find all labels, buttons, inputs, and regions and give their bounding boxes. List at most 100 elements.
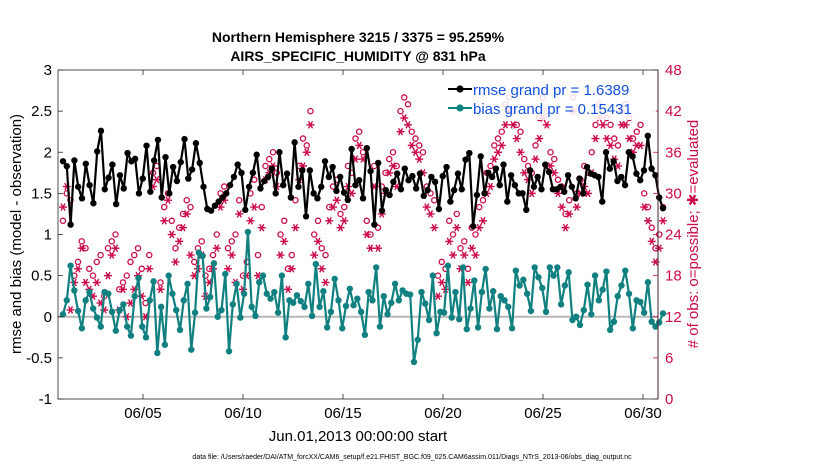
rmse-point (257, 185, 264, 192)
bias-point (539, 284, 546, 292)
obs-possible-marker (415, 142, 423, 149)
rmse-point (74, 183, 82, 190)
rmse-point (576, 175, 583, 182)
obs-evaluated-stroke (322, 278, 329, 287)
bias-point (591, 272, 599, 279)
bias-point (331, 275, 338, 283)
obs-evaluated-stroke (360, 155, 366, 163)
bias-point (259, 272, 267, 279)
obs-evaluated-stroke (487, 182, 494, 191)
obs-evaluated-stroke (259, 223, 265, 232)
obs-possible-marker (389, 148, 397, 156)
bias-point (471, 277, 478, 284)
legend: rmse grand pr = 1.6389 bias grand pr = 0… (445, 76, 656, 120)
obs-evaluated-stroke (165, 196, 171, 205)
rmse-point (652, 172, 659, 179)
bias-point (274, 309, 282, 316)
obs-possible-marker (78, 238, 86, 245)
obs-possible-marker (566, 196, 573, 204)
obs-possible-marker (438, 258, 445, 266)
bias-point (656, 319, 663, 326)
rmse-point (359, 195, 367, 202)
obs-evaluated-marker (422, 203, 431, 211)
y-right-tick-label: 48 (665, 62, 682, 79)
obs-evaluated-marker (167, 230, 176, 239)
obs-evaluated-marker (497, 141, 506, 150)
rmse-point (242, 206, 249, 214)
rmse-point (526, 167, 534, 174)
rmse-point (602, 149, 610, 156)
rmse-point (416, 170, 424, 177)
obs-evaluated-stroke (450, 251, 456, 259)
rmse-point (166, 190, 173, 197)
obs-evaluated-stroke (277, 251, 284, 259)
obs-evaluated-marker (561, 223, 570, 232)
obs-evaluated-marker (512, 134, 521, 143)
obs-evaluated-stroke (544, 121, 550, 129)
obs-evaluated-marker (314, 237, 322, 246)
obs-evaluated-marker (224, 264, 232, 273)
y-axis-right-label: # of obs: o=possible; ✱=evaluated (685, 120, 702, 349)
bias-point (531, 264, 538, 271)
obs-possible-marker (521, 155, 528, 163)
rmse-point (249, 169, 257, 177)
rmse-point (466, 149, 473, 157)
obs-evaluated-stroke (364, 230, 370, 239)
obs-evaluated-stroke (401, 114, 407, 122)
obs-evaluated-marker (647, 237, 656, 246)
obs-evaluated-marker (362, 230, 371, 239)
obs-evaluated-stroke (652, 258, 659, 266)
rmse-point (261, 177, 268, 185)
obs-evaluated-marker (321, 278, 330, 287)
obs-evaluated-stroke (225, 264, 231, 273)
obs-evaluated-stroke (356, 141, 362, 150)
bias-point (456, 316, 463, 323)
bias-point (486, 305, 493, 312)
rmse-point (462, 156, 469, 163)
obs-evaluated-stroke (469, 244, 475, 253)
obs-evaluated-marker (329, 203, 337, 211)
obs-evaluated-stroke (236, 210, 242, 218)
bias-point (580, 306, 587, 314)
obs-possible-marker (288, 251, 295, 259)
bias-point (82, 297, 89, 304)
bias-point (373, 264, 380, 271)
obs-evaluated-stroke (551, 168, 557, 177)
bias-point (557, 301, 565, 308)
rmse-point (318, 183, 325, 190)
rmse-point (234, 161, 241, 168)
obs-evaluated-stroke (154, 175, 160, 184)
obs-possible-marker (187, 203, 194, 211)
obs-evaluated-stroke (120, 285, 126, 294)
rmse-point (618, 173, 625, 181)
obs-evaluated-stroke (146, 264, 152, 273)
obs-evaluated-marker (366, 244, 375, 253)
obs-evaluated-stroke (367, 244, 374, 253)
bias-point (146, 297, 153, 304)
rmse-point (367, 167, 374, 175)
bias-point (459, 264, 467, 271)
bias-point (59, 311, 67, 318)
bias-point (516, 282, 523, 289)
obs-possible-marker (397, 107, 404, 115)
bias-point (173, 306, 180, 314)
bias-point (561, 282, 569, 289)
bias-point (354, 295, 361, 302)
obs-evaluated-stroke (292, 223, 299, 232)
obs-evaluated-stroke (626, 134, 632, 143)
rmse-point (572, 195, 579, 202)
obs-possible-marker (130, 251, 138, 259)
rmse-point (393, 170, 401, 177)
y-right-tick-label: 18 (665, 268, 682, 285)
obs-possible-marker (160, 203, 168, 211)
bias-point (440, 309, 448, 316)
obs-evaluated-marker (445, 237, 454, 246)
bias-point (595, 297, 603, 304)
obs-evaluated-stroke (289, 264, 295, 273)
bias-point (467, 305, 474, 312)
obs-evaluated-stroke (431, 223, 437, 232)
rmse-point (386, 191, 393, 199)
bias-point (584, 281, 591, 288)
bias-point (248, 303, 255, 311)
obs-evaluated-marker (636, 141, 645, 150)
